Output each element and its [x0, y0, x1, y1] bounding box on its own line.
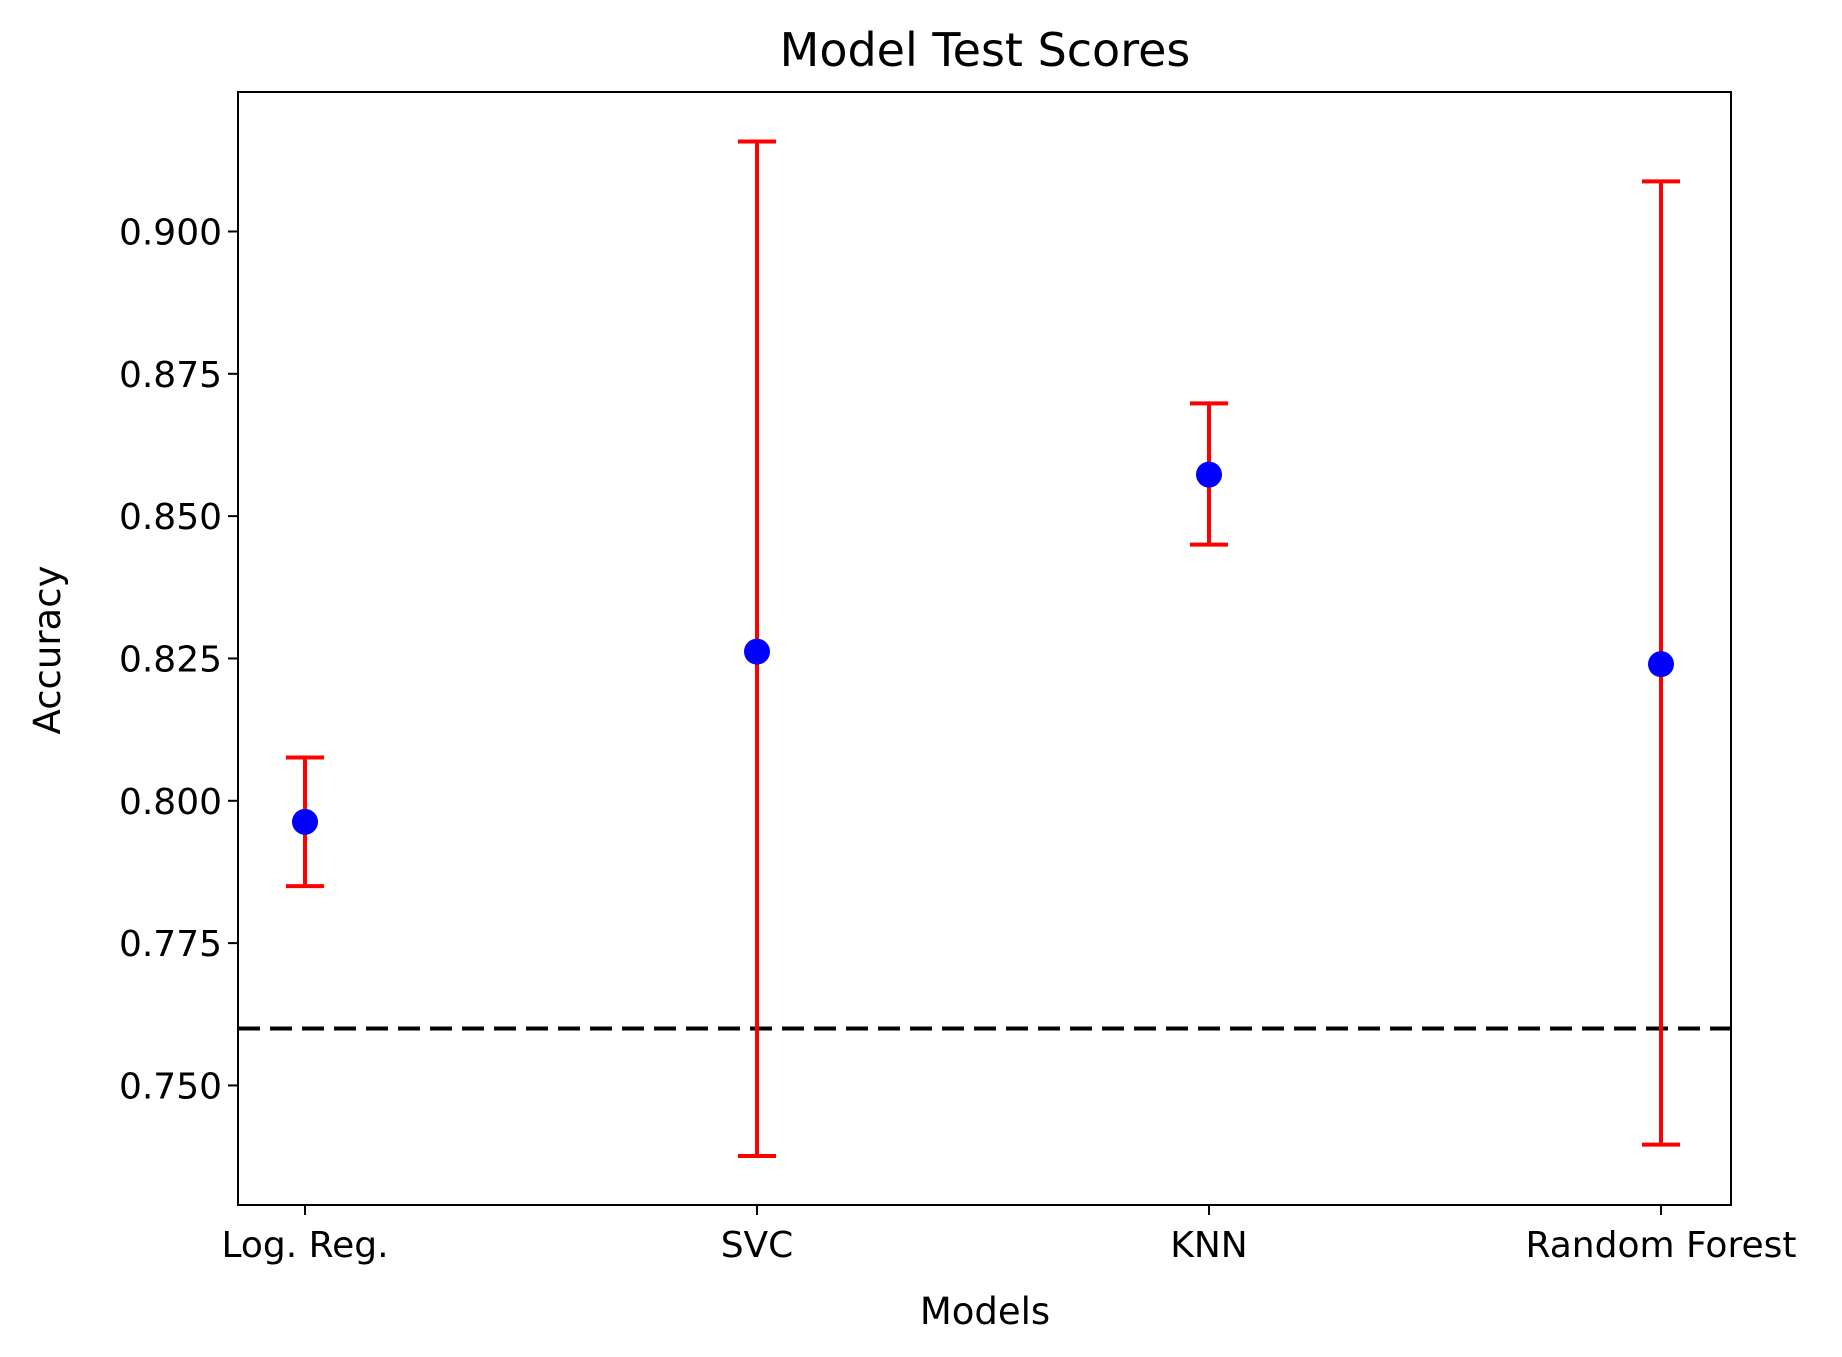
y-tick-label: 0.900: [119, 212, 222, 253]
y-tick-label: 0.825: [119, 639, 222, 680]
plot-frame: [237, 91, 1732, 1206]
x-tick-label: Random Forest: [1526, 1225, 1797, 1266]
x-tick-label: Log. Reg.: [221, 1225, 388, 1266]
y-tick-label: 0.875: [119, 355, 222, 396]
data-point: [1196, 461, 1222, 488]
y-axis-label: Accuracy: [26, 566, 69, 735]
data-point: [1648, 651, 1674, 678]
y-tick-label: 0.850: [119, 497, 222, 538]
x-axis: Log. Reg. SVC KNN Random Forest: [221, 1205, 1796, 1266]
y-tick-label: 0.800: [119, 782, 222, 823]
data-marks: [286, 139, 1680, 1159]
y-axis: 0.750 0.775 0.800 0.825 0.850 0.875 0.900: [119, 212, 238, 1107]
data-point: [744, 638, 770, 665]
x-tick-label: KNN: [1170, 1225, 1247, 1266]
y-tick-label: 0.775: [119, 924, 222, 965]
x-axis-label: Models: [920, 1290, 1050, 1333]
x-tick-label: SVC: [721, 1225, 794, 1266]
y-tick-label: 0.750: [119, 1066, 222, 1107]
data-point: [292, 808, 318, 835]
chart-title: Model Test Scores: [780, 23, 1191, 77]
